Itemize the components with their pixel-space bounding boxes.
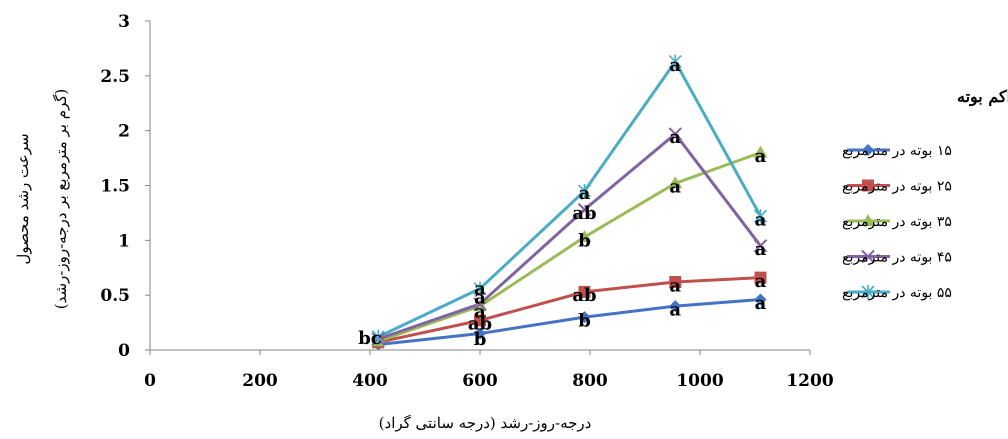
marker-stroke — [668, 127, 682, 141]
x-axis-title: درجه-روز-رشد (درجه سانتی گراد) — [379, 414, 592, 432]
legend-label: ۱۵ بوته در مترمربع — [842, 143, 952, 159]
data-point — [473, 297, 487, 311]
data-point — [861, 285, 875, 299]
data-point — [473, 281, 487, 296]
significance-letter: ab — [572, 285, 596, 306]
significance-letter: a — [755, 146, 767, 167]
y-tick-label: 0.5 — [100, 286, 130, 306]
marker-stroke — [473, 297, 487, 311]
data-point — [861, 249, 875, 264]
significance-letter: b — [578, 310, 591, 331]
y-tick-label: 1 — [118, 231, 130, 251]
legend-label: ۴۵ بوته در مترمربع — [842, 250, 952, 266]
marker-stroke — [861, 249, 875, 264]
data-point — [668, 54, 682, 69]
significance-letter: b — [578, 230, 591, 251]
legend-title: تراکم بوته — [957, 87, 1008, 107]
legend-item: ۱۵ بوته در مترمربع — [842, 143, 952, 159]
x-tick-label: 600 — [462, 371, 498, 391]
legend: تراکم بوته ۱۵ بوته در مترمربع ۲۵ بوته در … — [842, 87, 1008, 301]
significance-letter: a — [669, 299, 681, 320]
legend-item: ۴۵ بوته در مترمربع — [842, 250, 952, 266]
y-tick-label: 2 — [118, 122, 130, 142]
significance-letter: a — [669, 177, 681, 198]
marker-stroke — [577, 202, 592, 217]
x-tick-label: 400 — [352, 371, 388, 391]
legend-item: ۳۵ بوته در مترمربع — [842, 214, 952, 230]
y-axis-title-line2: (گرم بر مترمربع بر درجه-روز-رشد) — [52, 89, 70, 309]
data-point — [862, 144, 874, 156]
data-point — [668, 176, 683, 189]
y-tick-label: 0 — [118, 341, 130, 361]
data-point — [861, 214, 875, 226]
legend-item: ۵۵ بوته در مترمربع — [842, 285, 952, 301]
significance-letter: a — [474, 287, 486, 308]
y-tick-label: 2.5 — [100, 67, 130, 87]
data-point — [754, 271, 767, 284]
x-tick-label: 1200 — [786, 371, 833, 391]
x-tick-label: 1000 — [676, 371, 723, 391]
series-lines — [377, 60, 762, 347]
significance-letter: a — [579, 183, 591, 204]
marker-stroke — [753, 239, 768, 253]
significance-letter: a — [474, 279, 486, 300]
data-point — [577, 183, 592, 198]
data-point — [753, 209, 768, 224]
data-point — [577, 202, 592, 217]
significance-letter: a — [755, 271, 767, 292]
data-point — [371, 329, 385, 344]
axes: 0 0.5 1 1.5 2 2.5 3 0 200 400 600 800 1000 1200 — [100, 12, 833, 391]
data-point — [862, 179, 874, 192]
series-line-3 — [377, 151, 762, 343]
significance-letter: bc — [358, 328, 382, 349]
y-tick-label: 1.5 — [100, 177, 130, 197]
x-tick-label: 200 — [242, 371, 278, 391]
significance-letter: a — [755, 293, 767, 314]
significance-letter: b — [474, 329, 487, 350]
legend-label: ۵۵ بوته در مترمربع — [842, 285, 952, 301]
data-point — [753, 145, 768, 158]
legend-item: ۲۵ بوته در مترمربع — [842, 179, 952, 195]
significance-letter: ab — [572, 203, 596, 224]
significance-letter: a — [474, 302, 486, 323]
significance-letter: a — [755, 209, 767, 230]
data-point — [578, 285, 591, 298]
data-point — [577, 230, 592, 243]
significance-letter: a — [755, 239, 767, 260]
data-point — [668, 127, 682, 141]
y-tick-label: 3 — [118, 12, 130, 32]
x-tick-label: 0 — [144, 371, 156, 391]
data-point — [578, 311, 591, 324]
data-point — [669, 300, 682, 313]
significance-letter: a — [669, 55, 681, 76]
significance-letter: a — [669, 275, 681, 296]
significance-letter: a — [669, 127, 681, 148]
data-point — [669, 276, 682, 289]
significance-letter: ab — [468, 314, 492, 335]
series-markers — [371, 54, 768, 351]
data-point — [474, 327, 486, 340]
data-point — [754, 293, 767, 306]
x-tick-label: 800 — [572, 371, 608, 391]
data-point — [753, 239, 768, 253]
y-axis-title-line1: سرعت رشد محصول — [14, 133, 32, 264]
data-point — [474, 314, 486, 327]
legend-label: ۲۵ بوته در مترمربع — [842, 179, 952, 195]
legend-label: ۳۵ بوته در مترمربع — [842, 214, 952, 230]
